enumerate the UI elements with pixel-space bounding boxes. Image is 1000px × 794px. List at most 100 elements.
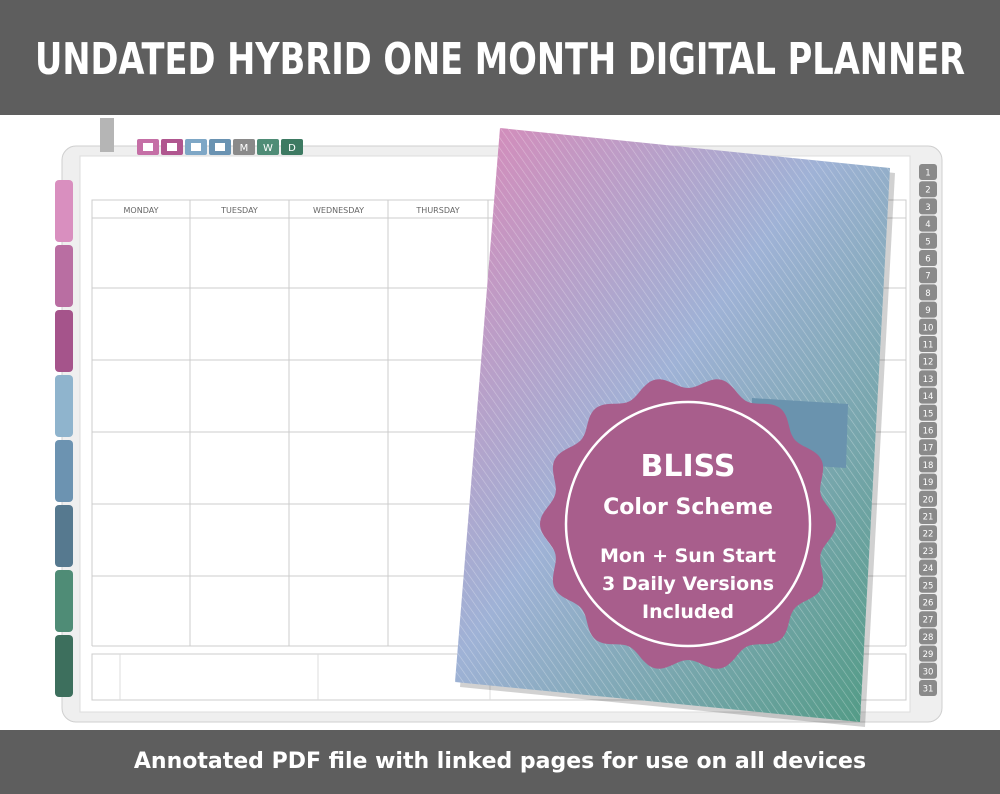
day-tab-label: 1 — [925, 169, 930, 179]
badge-line: Included — [642, 601, 734, 623]
top-tab-label: D — [288, 143, 296, 154]
section-tab — [55, 310, 73, 372]
section-tab — [55, 505, 73, 567]
day-tab — [919, 215, 937, 232]
day-tab — [919, 267, 937, 284]
day-tab — [919, 439, 937, 456]
day-tab — [919, 232, 937, 249]
day-tab-label: 7 — [925, 272, 930, 282]
day-tab — [919, 181, 937, 198]
top-tab-label: W — [263, 143, 273, 154]
day-tab-label: 23 — [923, 547, 934, 557]
day-tab — [919, 164, 937, 180]
day-tab-label: 16 — [923, 427, 934, 437]
day-tab-label: 28 — [923, 633, 934, 643]
section-tab — [55, 245, 73, 307]
section-tab — [55, 180, 73, 242]
day-header: WEDNESDAY — [313, 206, 364, 215]
day-tab-label: 6 — [925, 255, 930, 265]
day-tab — [919, 318, 937, 335]
day-header: TUESDAY — [220, 206, 258, 215]
section-tab — [55, 440, 73, 502]
day-tab — [919, 680, 937, 696]
day-tab — [919, 542, 937, 559]
day-tab-label: 11 — [923, 341, 934, 351]
day-tab — [919, 456, 937, 473]
day-tab-label: 12 — [923, 358, 934, 368]
badge-text: BLISS Color Scheme Mon + Sun Start 3 Dai… — [600, 449, 776, 623]
day-tab — [919, 404, 937, 421]
day-tab-label: 31 — [923, 685, 934, 695]
badge-subtitle: Color Scheme — [603, 495, 773, 520]
day-tab — [919, 301, 937, 318]
day-tab — [919, 473, 937, 490]
day-tab-label: 19 — [923, 478, 934, 488]
day-tab — [919, 594, 937, 610]
day-tab-label: 20 — [923, 495, 934, 505]
badge-line: 3 Daily Versions — [602, 573, 774, 595]
day-tab — [919, 628, 937, 645]
day-tab-label: 8 — [925, 289, 930, 299]
day-tab — [919, 576, 937, 593]
day-tab — [919, 284, 937, 301]
section-tab — [55, 375, 73, 437]
day-tab — [919, 559, 937, 576]
day-tab — [919, 662, 937, 679]
day-tab — [919, 387, 937, 404]
day-tab-label: 10 — [923, 323, 934, 333]
day-header: MONDAY — [124, 206, 159, 215]
top-tab-label: M — [240, 143, 249, 154]
day-tab — [919, 508, 937, 524]
top-tab — [257, 139, 279, 155]
day-tab-label: 21 — [923, 513, 934, 523]
top-tab — [281, 139, 303, 155]
day-tab — [919, 422, 937, 438]
day-tab — [919, 198, 937, 215]
day-tab-label: 26 — [923, 599, 934, 609]
day-tab-label: 5 — [925, 237, 930, 247]
section-tab — [55, 635, 73, 697]
day-header: THURSDAY — [415, 206, 459, 215]
bookmark — [100, 118, 114, 152]
tab-icon — [215, 143, 225, 151]
footer-band — [0, 730, 1000, 794]
day-tab-label: 4 — [925, 220, 930, 230]
day-tab-label: 18 — [923, 461, 934, 471]
header-title: UNDATED HYBRID ONE MONTH DIGITAL PLANNER — [35, 34, 965, 85]
day-tab — [919, 525, 937, 542]
day-tab — [919, 611, 937, 628]
day-tab-label: 29 — [923, 650, 934, 660]
day-tab-label: 24 — [923, 564, 934, 574]
day-tab-label: 22 — [923, 530, 934, 540]
day-tab-label: 13 — [923, 375, 934, 385]
day-tab-label: 3 — [925, 203, 930, 213]
day-tab-label: 30 — [923, 667, 934, 677]
footer-text: Annotated PDF file with linked pages for… — [134, 749, 866, 774]
badge-line: Mon + Sun Start — [600, 545, 776, 567]
day-tab — [919, 353, 937, 370]
day-tab — [919, 250, 937, 266]
day-tabs: 1234567891011121314151617181920212223242… — [919, 164, 937, 696]
section-tabs — [55, 180, 73, 697]
badge-title: BLISS — [640, 449, 735, 484]
day-tab-label: 9 — [925, 306, 930, 316]
day-tab — [919, 490, 937, 507]
day-tab — [919, 336, 937, 352]
badge — [540, 379, 836, 669]
header-band — [0, 0, 1000, 115]
day-tab-label: 2 — [925, 186, 930, 196]
day-tab-label: 15 — [923, 409, 934, 419]
day-tab-label: 14 — [923, 392, 934, 402]
day-tab — [919, 370, 937, 387]
tab-icon — [191, 143, 201, 151]
section-tab — [55, 570, 73, 632]
tab-icon — [143, 143, 153, 151]
tab-icon — [167, 143, 177, 151]
day-tab-label: 27 — [923, 616, 934, 626]
day-tab-label: 25 — [923, 581, 934, 591]
day-tab — [919, 645, 937, 662]
badge-ring — [564, 400, 812, 648]
